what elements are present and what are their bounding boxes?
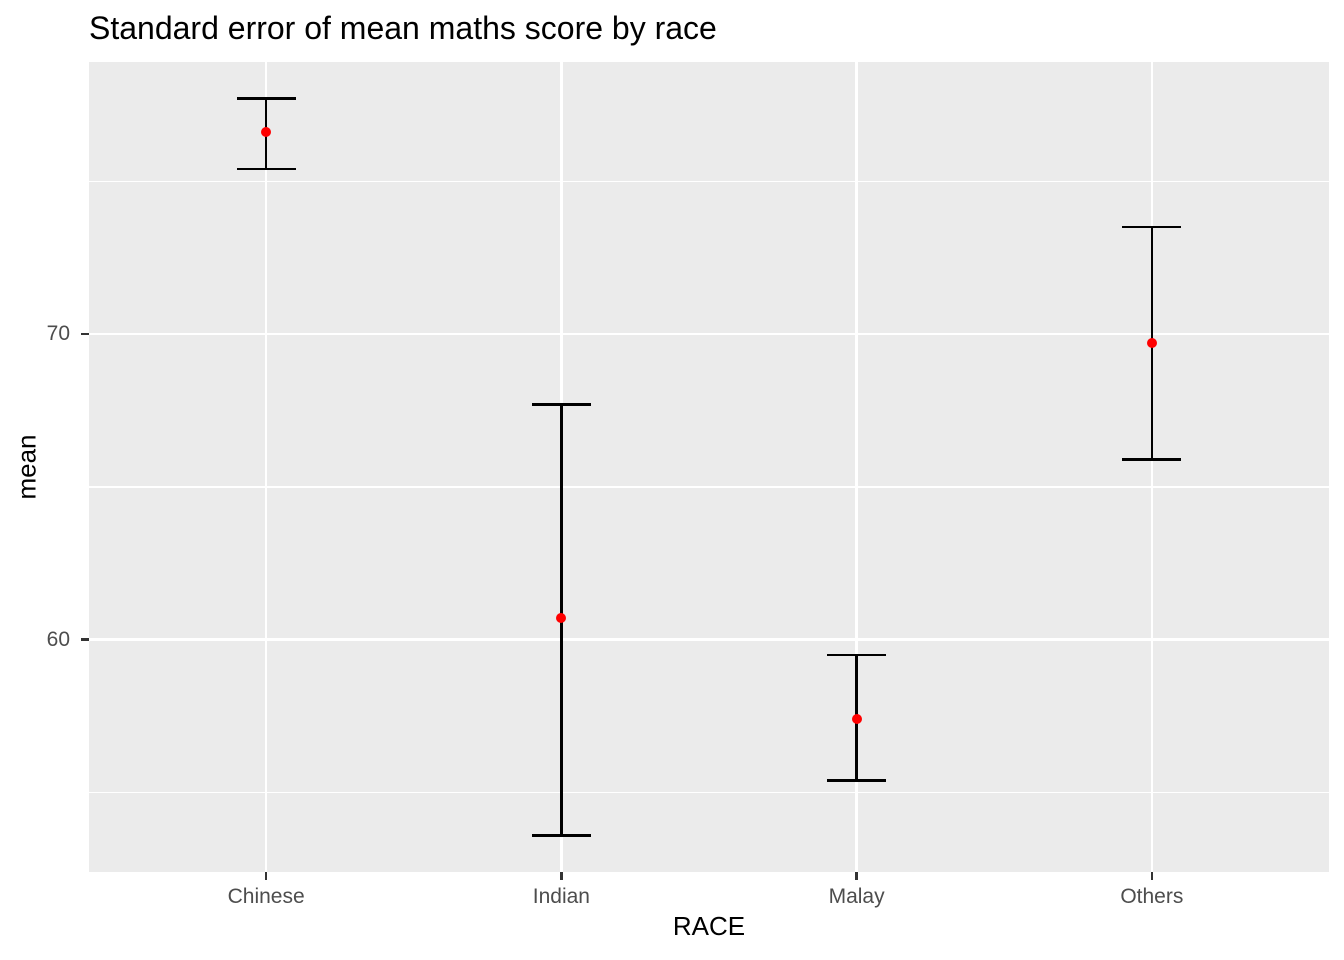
x-tick-label: Others [1120,885,1184,908]
x-tick [264,872,268,880]
y-axis-title: mean [11,434,42,500]
x-axis-title: RACE [672,911,746,941]
data-point [851,714,862,725]
x-tick-label: Chinese [227,885,305,908]
gridline-major-x [264,62,268,872]
y-tick [81,332,89,336]
x-tick [855,872,858,880]
gridline-minor-y [89,180,1329,182]
error-bar-cap-bottom [1122,458,1182,461]
y-tick-label: 60 [46,627,70,651]
error-bar-cap-bottom [827,779,887,782]
gridline-minor-y [89,486,1329,488]
data-point [261,127,272,138]
x-tick-label: Indian [532,885,590,908]
error-bar-cap-top [531,403,591,406]
error-bar-cap-bottom [236,167,296,171]
gridline-major-x [855,62,858,872]
data-point [1146,338,1157,349]
error-bar-cap-top [1122,225,1182,229]
plot-panel [89,62,1329,872]
gridline-major-y [89,638,1329,641]
x-tick [1150,872,1154,880]
chart-title: Standard error of mean maths score by ra… [89,10,717,46]
y-tick [81,638,89,641]
x-tick-label: Malay [828,885,885,908]
gridline-major-x [1150,62,1154,872]
x-tick [560,872,563,880]
y-tick-label: 70 [46,322,70,346]
error-bar-cap-top [236,97,296,100]
error-bar-cap-bottom [531,834,591,837]
gridline-minor-y [89,791,1329,794]
data-point [556,613,567,624]
error-bar-cap-top [827,653,887,657]
gridline-major-y [89,332,1329,336]
